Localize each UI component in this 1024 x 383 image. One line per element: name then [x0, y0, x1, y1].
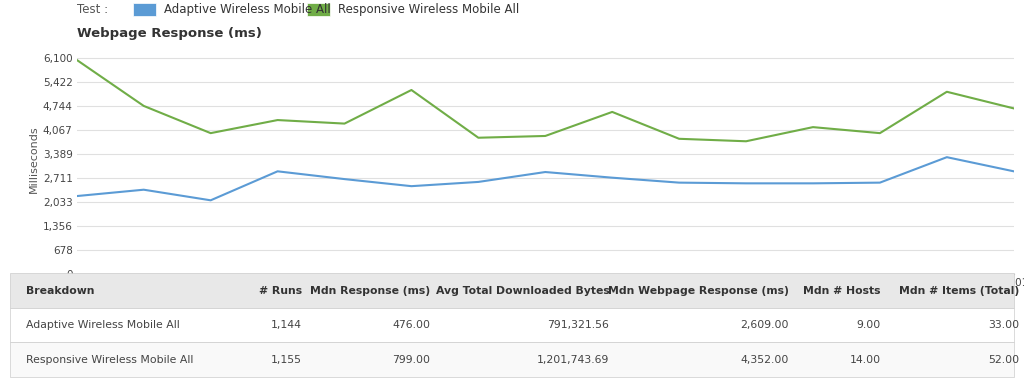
Text: Adaptive Wireless Mobile All: Adaptive Wireless Mobile All: [26, 320, 179, 330]
Bar: [10, 342, 1014, 377]
Text: Mdn Webpage Response (ms): Mdn Webpage Response (ms): [607, 286, 788, 296]
Text: 9.00: 9.00: [856, 320, 881, 330]
Bar: [10, 273, 1014, 308]
Text: 1,155: 1,155: [271, 355, 302, 365]
Text: 1,201,743.69: 1,201,743.69: [537, 355, 609, 365]
Text: 33.00: 33.00: [988, 320, 1019, 330]
Y-axis label: Milliseconds: Milliseconds: [29, 125, 39, 193]
Text: 14.00: 14.00: [850, 355, 881, 365]
Text: Mdn # Hosts: Mdn # Hosts: [803, 286, 881, 296]
Text: Avg Total Downloaded Bytes: Avg Total Downloaded Bytes: [435, 286, 609, 296]
Text: Mdn Response (ms): Mdn Response (ms): [310, 286, 430, 296]
Text: # Runs: # Runs: [259, 286, 302, 296]
Text: Adaptive Wireless Mobile All: Adaptive Wireless Mobile All: [164, 3, 331, 16]
Text: 1,144: 1,144: [271, 320, 302, 330]
Text: Responsive Wireless Mobile All: Responsive Wireless Mobile All: [26, 355, 193, 365]
Text: Responsive Wireless Mobile All: Responsive Wireless Mobile All: [338, 3, 519, 16]
Text: 2,609.00: 2,609.00: [740, 320, 788, 330]
Text: Mdn # Items (Total): Mdn # Items (Total): [899, 286, 1019, 296]
Text: 4,352.00: 4,352.00: [740, 355, 788, 365]
Text: Webpage Response (ms): Webpage Response (ms): [77, 27, 262, 40]
Text: Test :: Test :: [77, 3, 116, 16]
Text: 799.00: 799.00: [392, 355, 430, 365]
Text: 476.00: 476.00: [392, 320, 430, 330]
Bar: [10, 308, 1014, 342]
Text: 52.00: 52.00: [988, 355, 1019, 365]
Text: 791,321.56: 791,321.56: [548, 320, 609, 330]
Text: Breakdown: Breakdown: [26, 286, 94, 296]
